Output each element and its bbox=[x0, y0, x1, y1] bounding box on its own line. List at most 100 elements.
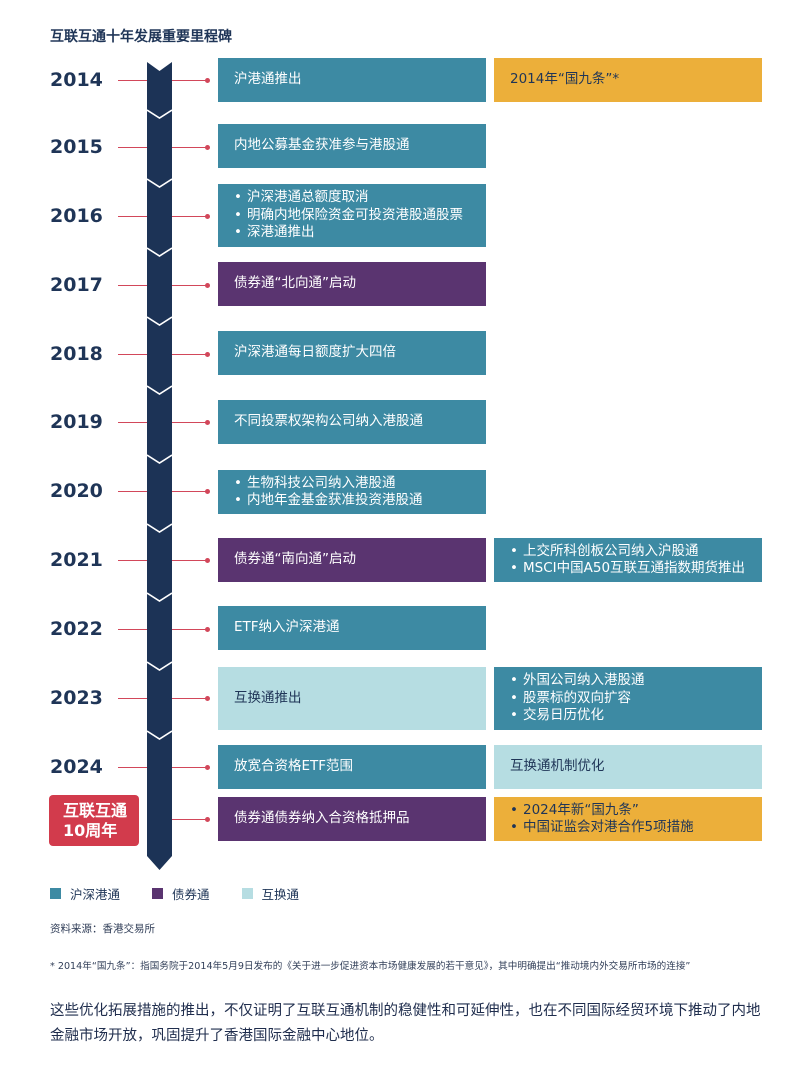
milestone-text: ETF纳入沪深港通 bbox=[234, 619, 340, 636]
list-item: 股票标的双向扩容 bbox=[510, 690, 746, 708]
milestone-2024-side: 互换通机制优化 bbox=[494, 745, 762, 789]
list-item: 明确内地保险资金可投资港股通股票 bbox=[234, 207, 470, 225]
milestone-list: 外国公司纳入港股通 股票标的双向扩容 交易日历优化 bbox=[510, 672, 746, 725]
milestone-2023-side: 外国公司纳入港股通 股票标的双向扩容 交易日历优化 bbox=[494, 667, 762, 730]
connector-right bbox=[172, 491, 208, 492]
year-label-2017: 2017 bbox=[50, 274, 103, 296]
connector-right bbox=[172, 80, 208, 81]
milestone-text: 互换通机制优化 bbox=[510, 758, 605, 775]
connector-left bbox=[118, 767, 147, 768]
milestone-text: 内地公募基金获准参与港股通 bbox=[234, 137, 410, 154]
connector-dot bbox=[205, 558, 210, 563]
list-item: MSCI中国A50互联互通指数期货推出 bbox=[510, 560, 746, 578]
legend-label: 沪深港通 bbox=[70, 887, 121, 902]
legend-swatch bbox=[50, 888, 61, 899]
anniversary-badge: 互联互通 10周年 bbox=[49, 795, 139, 846]
badge-line-1: 互联互通 bbox=[63, 800, 128, 820]
source-note: 资料来源：香港交易所 bbox=[50, 923, 155, 935]
milestone-2017-main: 债券通“北向通”启动 bbox=[218, 262, 486, 306]
milestone-list: 上交所科创板公司纳入沪股通 MSCI中国A50互联互通指数期货推出 bbox=[510, 543, 746, 578]
page-title: 互联互通十年发展重要里程碑 bbox=[50, 29, 232, 45]
connector-dot bbox=[205, 78, 210, 83]
timeline-spine bbox=[147, 62, 172, 870]
year-label-2018: 2018 bbox=[50, 343, 103, 365]
year-label-2015: 2015 bbox=[50, 136, 103, 158]
milestone-text: 放宽合资格ETF范围 bbox=[234, 758, 354, 775]
milestone-list: 生物科技公司纳入港股通 内地年金基金获准投资港股通 bbox=[234, 475, 470, 510]
year-label-2020: 2020 bbox=[50, 480, 103, 502]
milestone-text: 2014年“国九条”* bbox=[510, 71, 620, 88]
footnote: * 2014年“国九条”：指国务院于2014年5月9日发布的《关于进一步促进资本… bbox=[50, 961, 691, 972]
badge-line-2: 10周年 bbox=[63, 820, 118, 840]
list-item: 内地年金基金获准投资港股通 bbox=[234, 492, 470, 510]
year-label-2019: 2019 bbox=[50, 411, 103, 433]
connector-left bbox=[118, 80, 147, 81]
milestone-2014-side: 2014年“国九条”* bbox=[494, 58, 762, 102]
connector-dot bbox=[205, 145, 210, 150]
connector-left bbox=[118, 354, 147, 355]
connector-dot bbox=[205, 817, 210, 822]
milestone-2016-main: 沪深港通总额度取消 明确内地保险资金可投资港股通股票 深港通推出 bbox=[218, 184, 486, 247]
milestone-list: 2024年新“国九条” 中国证监会对港合作5项措施 bbox=[510, 802, 746, 837]
milestone-text: 沪深港通每日额度扩大四倍 bbox=[234, 344, 396, 361]
connector-right bbox=[172, 216, 208, 217]
connector-left bbox=[118, 422, 147, 423]
connector-left bbox=[118, 560, 147, 561]
milestone-list: 沪深港通总额度取消 明确内地保险资金可投资港股通股票 深港通推出 bbox=[234, 189, 470, 242]
milestone-2015-main: 内地公募基金获准参与港股通 bbox=[218, 124, 486, 168]
connector-right bbox=[172, 819, 208, 820]
body-paragraph: 这些优化拓展措施的推出，不仅证明了互联互通机制的稳健性和可延伸性，也在不同国际经… bbox=[50, 1003, 761, 1044]
connector-dot bbox=[205, 696, 210, 701]
list-item: 上交所科创板公司纳入沪股通 bbox=[510, 543, 746, 561]
milestone-text: 不同投票权架构公司纳入港股通 bbox=[234, 413, 423, 430]
year-label-2022: 2022 bbox=[50, 618, 103, 640]
connector-left bbox=[118, 147, 147, 148]
connector-left bbox=[118, 491, 147, 492]
milestone-text: 互换通推出 bbox=[234, 689, 302, 706]
milestone-2019-main: 不同投票权架构公司纳入港股通 bbox=[218, 400, 486, 444]
year-label-2021: 2021 bbox=[50, 549, 103, 571]
legend: 沪深港通 债券通 互换通 bbox=[50, 884, 331, 903]
legend-item-swap-connect: 互换通 bbox=[241, 884, 300, 903]
connector-right bbox=[172, 354, 208, 355]
connector-left bbox=[118, 629, 147, 630]
legend-item-hk-connect: 沪深港通 bbox=[50, 884, 120, 903]
list-item: 中国证监会对港合作5项措施 bbox=[510, 819, 746, 837]
milestone-anniversary-main: 债券通债券纳入合资格抵押品 bbox=[218, 797, 486, 841]
legend-swatch bbox=[241, 888, 253, 899]
milestone-2018-main: 沪深港通每日额度扩大四倍 bbox=[218, 331, 486, 375]
connector-dot bbox=[205, 765, 210, 770]
list-item: 沪深港通总额度取消 bbox=[234, 189, 470, 207]
connector-left bbox=[118, 698, 147, 699]
milestone-2022-main: ETF纳入沪深港通 bbox=[218, 606, 486, 650]
milestone-text: 沪港通推出 bbox=[234, 71, 302, 88]
legend-label: 债券通 bbox=[172, 887, 210, 902]
milestone-2020-main: 生物科技公司纳入港股通 内地年金基金获准投资港股通 bbox=[218, 470, 486, 514]
year-label-2016: 2016 bbox=[50, 205, 103, 227]
milestone-text: 债券通“南向通”启动 bbox=[234, 551, 356, 568]
connector-dot bbox=[205, 627, 210, 632]
connector-dot bbox=[205, 420, 210, 425]
milestone-2021-side: 上交所科创板公司纳入沪股通 MSCI中国A50互联互通指数期货推出 bbox=[494, 538, 762, 582]
connector-right bbox=[172, 698, 208, 699]
connector-right bbox=[172, 147, 208, 148]
connector-dot bbox=[205, 214, 210, 219]
list-item: 外国公司纳入港股通 bbox=[510, 672, 746, 690]
connector-dot bbox=[205, 352, 210, 357]
connector-right bbox=[172, 629, 208, 630]
milestone-2014-main: 沪港通推出 bbox=[218, 58, 486, 102]
milestone-2024-main: 放宽合资格ETF范围 bbox=[218, 745, 486, 789]
year-label-2014: 2014 bbox=[50, 69, 103, 91]
legend-swatch bbox=[152, 888, 164, 899]
milestone-2023-main: 互换通推出 bbox=[218, 667, 486, 730]
connector-left bbox=[118, 216, 147, 217]
list-item: 交易日历优化 bbox=[510, 707, 746, 725]
list-item: 2024年新“国九条” bbox=[510, 802, 746, 820]
connector-dot bbox=[205, 283, 210, 288]
connector-right bbox=[172, 285, 208, 286]
year-label-2024: 2024 bbox=[50, 756, 103, 778]
legend-item-bond-connect: 债券通 bbox=[152, 884, 210, 903]
legend-label: 互换通 bbox=[261, 887, 300, 902]
connector-left bbox=[118, 285, 147, 286]
connector-right bbox=[172, 560, 208, 561]
